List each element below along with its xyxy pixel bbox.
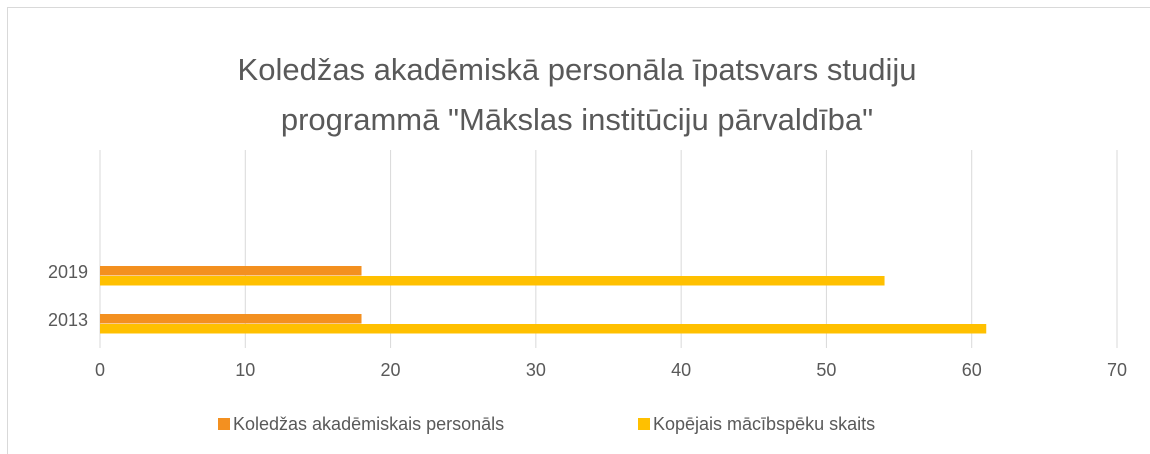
x-tick-label: 60 xyxy=(962,360,982,380)
bar xyxy=(100,324,987,334)
bar xyxy=(100,314,362,324)
x-tick-label: 20 xyxy=(381,360,401,380)
x-tick-label: 70 xyxy=(1107,360,1127,380)
bar xyxy=(100,276,885,286)
x-tick-label: 10 xyxy=(235,360,255,380)
bar xyxy=(100,266,362,276)
chart-title: programmā "Mākslas institūciju pārvaldīb… xyxy=(281,102,873,137)
x-tick-label: 0 xyxy=(95,360,105,380)
legend-swatch xyxy=(638,418,650,430)
x-tick-label: 40 xyxy=(671,360,691,380)
chart-title: Koledžas akadēmiskā personāla īpatsvars … xyxy=(238,52,917,87)
y-tick-label: 2019 xyxy=(48,262,88,282)
x-tick-label: 50 xyxy=(816,360,836,380)
legend-label: Koledžas akadēmiskais personāls xyxy=(233,414,504,434)
legend-swatch xyxy=(218,418,230,430)
x-tick-label: 30 xyxy=(526,360,546,380)
legend-label: Kopējais mācībspēku skaits xyxy=(653,414,875,434)
y-tick-label: 2013 xyxy=(48,310,88,330)
chart-frame xyxy=(7,7,1150,454)
